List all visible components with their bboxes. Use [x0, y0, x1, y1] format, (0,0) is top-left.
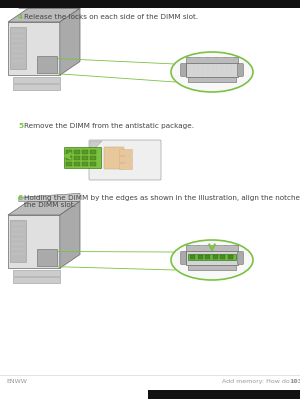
- FancyBboxPatch shape: [37, 56, 57, 73]
- FancyBboxPatch shape: [188, 77, 236, 82]
- FancyBboxPatch shape: [212, 255, 217, 259]
- FancyBboxPatch shape: [238, 64, 243, 76]
- FancyBboxPatch shape: [90, 162, 96, 166]
- FancyBboxPatch shape: [82, 150, 88, 154]
- FancyBboxPatch shape: [119, 150, 133, 156]
- FancyBboxPatch shape: [82, 156, 88, 160]
- FancyBboxPatch shape: [8, 215, 60, 268]
- Polygon shape: [8, 8, 80, 22]
- FancyBboxPatch shape: [220, 255, 225, 259]
- Polygon shape: [19, 0, 80, 8]
- Polygon shape: [60, 8, 80, 75]
- FancyBboxPatch shape: [181, 64, 186, 76]
- FancyBboxPatch shape: [10, 220, 26, 262]
- FancyBboxPatch shape: [186, 251, 238, 265]
- Polygon shape: [60, 201, 80, 268]
- FancyBboxPatch shape: [74, 150, 80, 154]
- Text: Release the locks on each side of the DIMM slot.: Release the locks on each side of the DI…: [24, 14, 198, 20]
- Text: 5: 5: [18, 123, 23, 129]
- FancyBboxPatch shape: [190, 255, 195, 259]
- Polygon shape: [19, 194, 80, 201]
- FancyBboxPatch shape: [13, 84, 60, 90]
- FancyBboxPatch shape: [74, 162, 80, 166]
- FancyBboxPatch shape: [74, 156, 80, 160]
- FancyBboxPatch shape: [64, 148, 101, 168]
- Text: 103: 103: [289, 379, 300, 384]
- Polygon shape: [90, 141, 102, 153]
- FancyBboxPatch shape: [186, 57, 238, 64]
- FancyBboxPatch shape: [37, 249, 57, 266]
- FancyBboxPatch shape: [8, 22, 60, 75]
- FancyBboxPatch shape: [90, 150, 96, 154]
- FancyBboxPatch shape: [181, 252, 186, 264]
- Ellipse shape: [171, 52, 253, 92]
- FancyBboxPatch shape: [13, 270, 60, 276]
- Text: Remove the DIMM from the antistatic package.: Remove the DIMM from the antistatic pack…: [24, 123, 194, 129]
- FancyBboxPatch shape: [188, 254, 236, 260]
- FancyBboxPatch shape: [205, 255, 210, 259]
- Polygon shape: [8, 201, 80, 215]
- FancyBboxPatch shape: [10, 27, 26, 69]
- Text: Add memory: How do I?: Add memory: How do I?: [222, 379, 297, 384]
- FancyBboxPatch shape: [119, 156, 133, 162]
- FancyBboxPatch shape: [104, 147, 124, 169]
- FancyBboxPatch shape: [119, 164, 133, 170]
- Text: 6: 6: [18, 195, 23, 201]
- FancyBboxPatch shape: [13, 277, 60, 283]
- Ellipse shape: [171, 240, 253, 280]
- Text: 4: 4: [18, 14, 23, 20]
- FancyBboxPatch shape: [186, 63, 238, 77]
- FancyBboxPatch shape: [238, 252, 243, 264]
- FancyBboxPatch shape: [89, 140, 161, 180]
- FancyBboxPatch shape: [197, 255, 202, 259]
- FancyBboxPatch shape: [186, 245, 238, 252]
- FancyBboxPatch shape: [66, 162, 72, 166]
- Text: ENWW: ENWW: [6, 379, 27, 384]
- Bar: [148, 390, 300, 399]
- FancyBboxPatch shape: [90, 156, 96, 160]
- FancyBboxPatch shape: [188, 265, 236, 270]
- Text: Holding the DIMM by the edges as shown in the illustration, align the notches on: Holding the DIMM by the edges as shown i…: [24, 195, 300, 208]
- FancyBboxPatch shape: [13, 77, 60, 83]
- FancyBboxPatch shape: [227, 255, 232, 259]
- FancyBboxPatch shape: [66, 156, 72, 160]
- FancyBboxPatch shape: [82, 162, 88, 166]
- FancyBboxPatch shape: [66, 150, 72, 154]
- Bar: [0, 0, 300, 8]
